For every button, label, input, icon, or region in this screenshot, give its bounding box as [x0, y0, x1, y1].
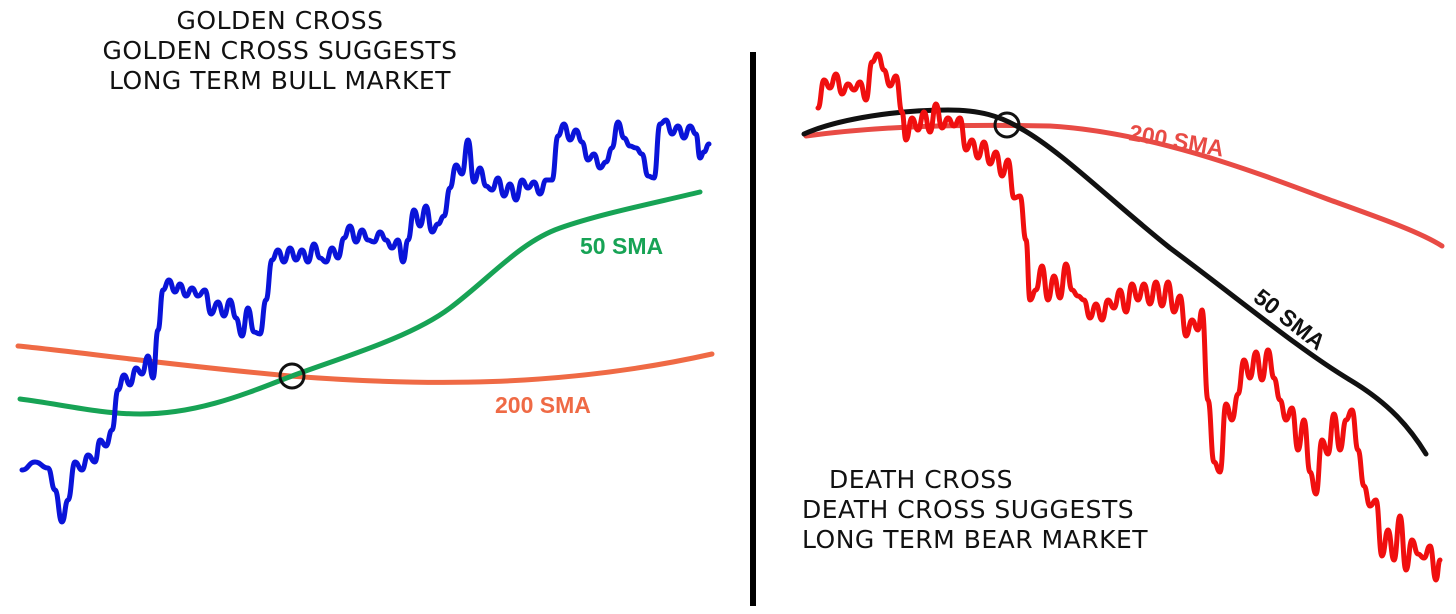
caption-line: DEATH CROSS: [829, 465, 1013, 494]
sma200-label: 200 SMA: [1127, 119, 1226, 161]
sma200-label: 200 SMA: [495, 392, 591, 418]
golden-cross-marker: [278, 362, 306, 390]
sma50-label: 50 SMA: [580, 233, 663, 259]
golden-cross-panel: 50 SMA 200 SMA: [15, 117, 715, 525]
death-cross-caption: DEATH CROSS DEATH CROSS SUGGESTS LONG TE…: [802, 465, 1168, 555]
price-line: [19, 117, 712, 525]
sma200-line: [15, 343, 715, 385]
sma200-line: [803, 122, 1445, 249]
caption-line: GOLDEN CROSS SUGGESTS: [102, 36, 458, 65]
caption-line: GOLDEN CROSS: [176, 6, 384, 35]
death-cross-marker: [993, 111, 1021, 139]
sma50-line: [17, 189, 703, 417]
golden-cross-caption: GOLDEN CROSS GOLDEN CROSS SUGGESTS LONG …: [40, 6, 520, 96]
caption-line: DEATH CROSS SUGGESTS: [802, 495, 1135, 524]
caption-line: LONG TERM BEAR MARKET: [802, 525, 1149, 554]
price-line: [815, 51, 1443, 583]
caption-line: LONG TERM BULL MARKET: [109, 66, 451, 95]
sma50-line: [801, 107, 1429, 457]
